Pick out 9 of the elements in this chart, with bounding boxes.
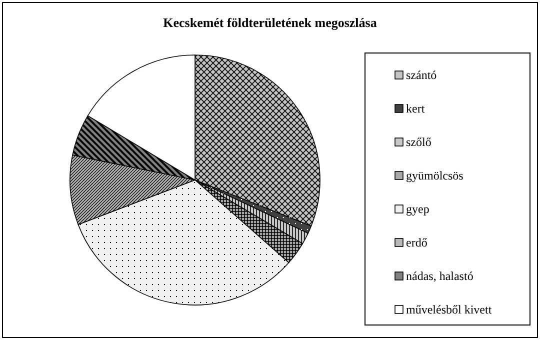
legend-label: szőlő <box>406 135 432 149</box>
legend-label: gyümölcsös <box>406 168 464 182</box>
legend-label: erdő <box>406 236 428 250</box>
legend-label: művelésből kivett <box>406 302 492 316</box>
legend-label: gyep <box>406 202 430 216</box>
legend-label: szántó <box>406 68 437 82</box>
legend-label: kert <box>406 102 426 116</box>
legend-label: nádas, halastó <box>406 269 474 283</box>
chart-title: Kecskemét földterületének megoszlása <box>163 15 378 30</box>
